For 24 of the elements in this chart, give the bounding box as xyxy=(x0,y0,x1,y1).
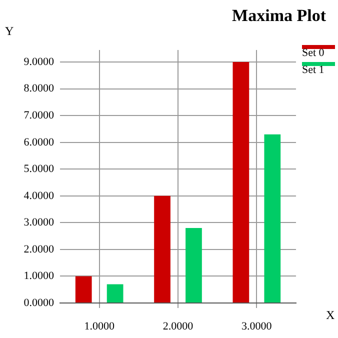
x-tick-label: 1.0000 xyxy=(84,320,115,332)
y-tick-label: 0.0000 xyxy=(24,296,54,309)
y-tick-label: 9.0000 xyxy=(24,56,54,68)
y-tick-label: 7.0000 xyxy=(24,109,54,122)
legend-label: Set 1 xyxy=(302,64,324,76)
y-tick-label: 4.0000 xyxy=(24,190,54,202)
x-tick-label: 2.0000 xyxy=(162,320,194,332)
chart-title: Maxima Plot xyxy=(232,6,326,25)
bar xyxy=(75,276,92,302)
bar xyxy=(106,284,124,302)
bar xyxy=(232,62,250,302)
x-axis-title: X xyxy=(326,308,335,322)
bar xyxy=(264,134,281,302)
y-tick-label: 3.0000 xyxy=(24,216,54,229)
y-tick-label: 6.0000 xyxy=(24,136,54,148)
bar xyxy=(154,196,170,302)
y-axis-title: Y xyxy=(5,24,14,38)
y-tick-label: 2.0000 xyxy=(24,243,54,256)
x-tick-label: 3.0000 xyxy=(242,320,272,332)
y-tick-label: 8.0000 xyxy=(24,82,54,95)
y-tick-label: 5.0000 xyxy=(24,163,54,176)
bar xyxy=(186,228,202,302)
legend-label: Set 0 xyxy=(302,47,325,59)
y-tick-label: 1.0000 xyxy=(24,270,54,282)
